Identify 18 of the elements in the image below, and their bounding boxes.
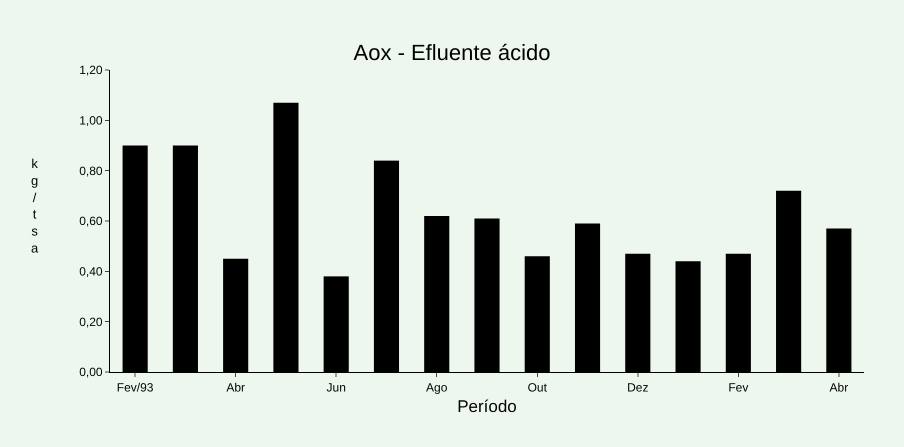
y-axis-title: kg/tsa [31,156,39,256]
y-tick-label: 0,60 [79,214,103,228]
y-tick-label: 1,20 [79,63,103,78]
y-tick-label: 0,00 [79,365,103,380]
x-tick-label: Ago [426,380,448,394]
x-tick-label: Abr [830,380,848,394]
x-tick-label: Out [528,380,548,394]
y-tick-label: 0,40 [79,264,103,279]
chart-title: Aox - Efluente ácido [354,40,550,66]
x-tick-label: Fev/93 [116,380,154,394]
x-tick-label: Fev [728,380,748,394]
x-tick-label: Jun [326,380,346,394]
x-tick-label: Dez [627,380,648,394]
y-tick-label: 0,80 [79,164,103,178]
y-tick-label: 1,00 [79,114,103,128]
x-tick-label: Abr [226,380,246,394]
y-tick-label: 0,20 [79,314,103,329]
x-axis-title: Período [457,396,517,416]
